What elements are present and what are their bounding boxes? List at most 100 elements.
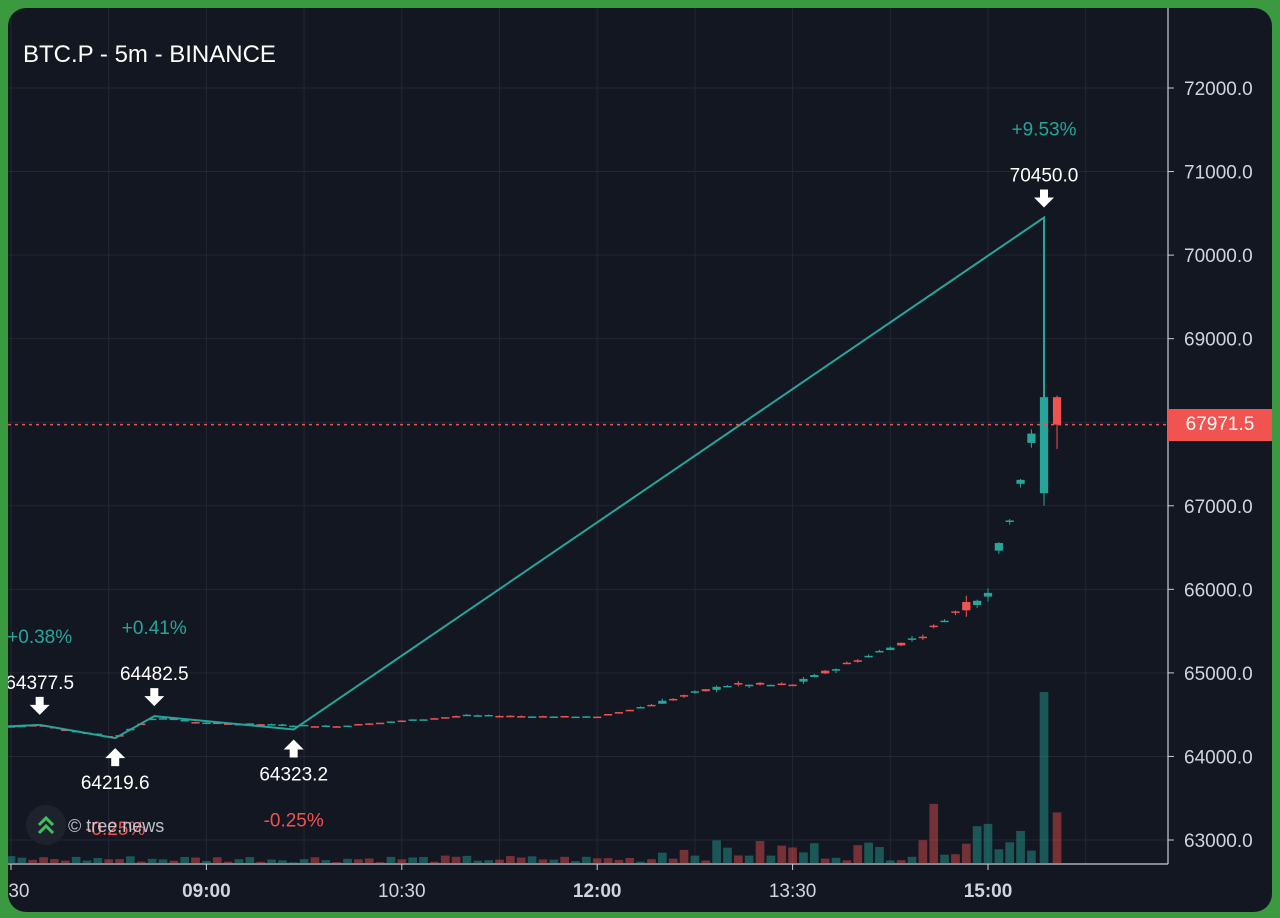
volume-bar (299, 859, 309, 864)
volume-bar (375, 862, 385, 864)
price-tick-label: 67000.0 (1184, 497, 1253, 518)
candle-body (299, 724, 309, 727)
volume-bar (158, 859, 168, 864)
volume-bar (972, 826, 982, 864)
candle-body (886, 647, 895, 651)
time-tick-label: 12:00 (573, 881, 622, 902)
pivot-pct-label: -0.25% (85, 819, 145, 840)
volume-bar (1027, 850, 1036, 864)
candle-body (701, 689, 710, 692)
candle-body (918, 636, 927, 639)
candle-body (158, 718, 168, 720)
volume-bar (60, 860, 70, 864)
pivot-arrow-down-icon (1034, 189, 1055, 208)
volume-bar (82, 860, 92, 864)
volume-bar (495, 859, 504, 864)
candle-body (636, 706, 645, 709)
volume-bar (191, 857, 200, 864)
volume-bar (733, 855, 743, 864)
candle-body (734, 683, 743, 685)
volume-bar (918, 840, 928, 864)
volume-bar (983, 823, 993, 864)
volume-bar (940, 854, 949, 864)
volume-bar (875, 847, 884, 864)
volume-bar (136, 861, 146, 864)
volume-bar (93, 858, 103, 864)
volume-bar (842, 860, 852, 864)
candle-body (310, 726, 320, 728)
pivot-arrow-down-icon (144, 688, 165, 707)
candle-body (408, 719, 417, 721)
candle-body (723, 685, 732, 688)
candle-body (538, 716, 548, 718)
candle-body (441, 717, 450, 719)
candle-body (810, 674, 819, 678)
volume-bar (169, 860, 179, 864)
price-tick-label: 70000.0 (1184, 246, 1253, 267)
pivot-pct-label: +9.53% (1012, 120, 1077, 141)
candle-body (473, 715, 482, 717)
volume-bar (538, 859, 548, 864)
volume-bar (777, 845, 787, 864)
candle-body (560, 715, 569, 718)
candle-body (777, 683, 786, 686)
volume-bar (310, 857, 320, 864)
candle-body (853, 660, 862, 662)
chart-canvas[interactable]: 72000.071000.070000.069000.068000.067000… (8, 8, 1272, 912)
candle-body (983, 592, 993, 597)
pivot-pct-label: +0.38% (8, 627, 72, 648)
pivot-price-label: 64323.2 (259, 764, 328, 785)
candle-body (647, 704, 656, 707)
price-tick-label: 72000.0 (1184, 79, 1253, 100)
volume-bar (288, 862, 298, 864)
volume-bar (39, 857, 48, 864)
candle-body (343, 725, 352, 728)
pivot-pct-label: +0.41% (122, 618, 187, 639)
volume-bar (202, 860, 211, 864)
price-tick-label: 71000.0 (1184, 163, 1253, 184)
volume-bar (1005, 842, 1015, 864)
candle-body (1005, 520, 1014, 522)
pivot-price-label: 64219.6 (81, 773, 150, 794)
volume-bar (723, 847, 732, 864)
pivot-arrow-up-icon (283, 739, 304, 758)
candle-body (907, 638, 917, 640)
volume-bar (744, 855, 754, 864)
volume-bar (234, 859, 244, 864)
volume-bar (657, 852, 667, 864)
time-tick-label: 10:30 (378, 881, 426, 902)
volume-bar (278, 860, 287, 864)
volume-bar (820, 858, 830, 864)
candle-body (386, 721, 396, 723)
candle-body (994, 543, 1003, 551)
candle-body (571, 716, 580, 719)
candle-body (419, 719, 428, 721)
last-price-label: 67971.5 (1168, 409, 1272, 441)
volume-bar (212, 857, 222, 864)
volume-bar (592, 858, 602, 864)
candle-body (202, 722, 211, 725)
volume-bar (766, 855, 776, 864)
candle-body (690, 691, 700, 693)
candle-body (788, 684, 797, 687)
volume-bar (1039, 692, 1049, 864)
volume-bar (343, 858, 352, 864)
candle-body (929, 625, 938, 628)
price-tick-label: 64000.0 (1184, 747, 1253, 768)
volume-bar (951, 854, 960, 864)
volume-bar (267, 859, 276, 864)
volume-bar (961, 843, 971, 864)
candle-body (256, 724, 265, 726)
time-tick-label: 7:30 (8, 881, 29, 902)
volume-bar (614, 859, 624, 864)
candle-body (169, 718, 178, 721)
volume-bar (755, 840, 765, 864)
pivot-pct-label: -0.25% (264, 810, 324, 831)
time-tick-label: 15:00 (964, 881, 1013, 902)
volume-bar (430, 861, 439, 864)
candle-body (267, 724, 276, 726)
price-tick-label: 66000.0 (1184, 580, 1253, 601)
tree-news-logo (26, 805, 66, 845)
volume-bar (147, 858, 157, 864)
volume-bar (408, 857, 417, 864)
